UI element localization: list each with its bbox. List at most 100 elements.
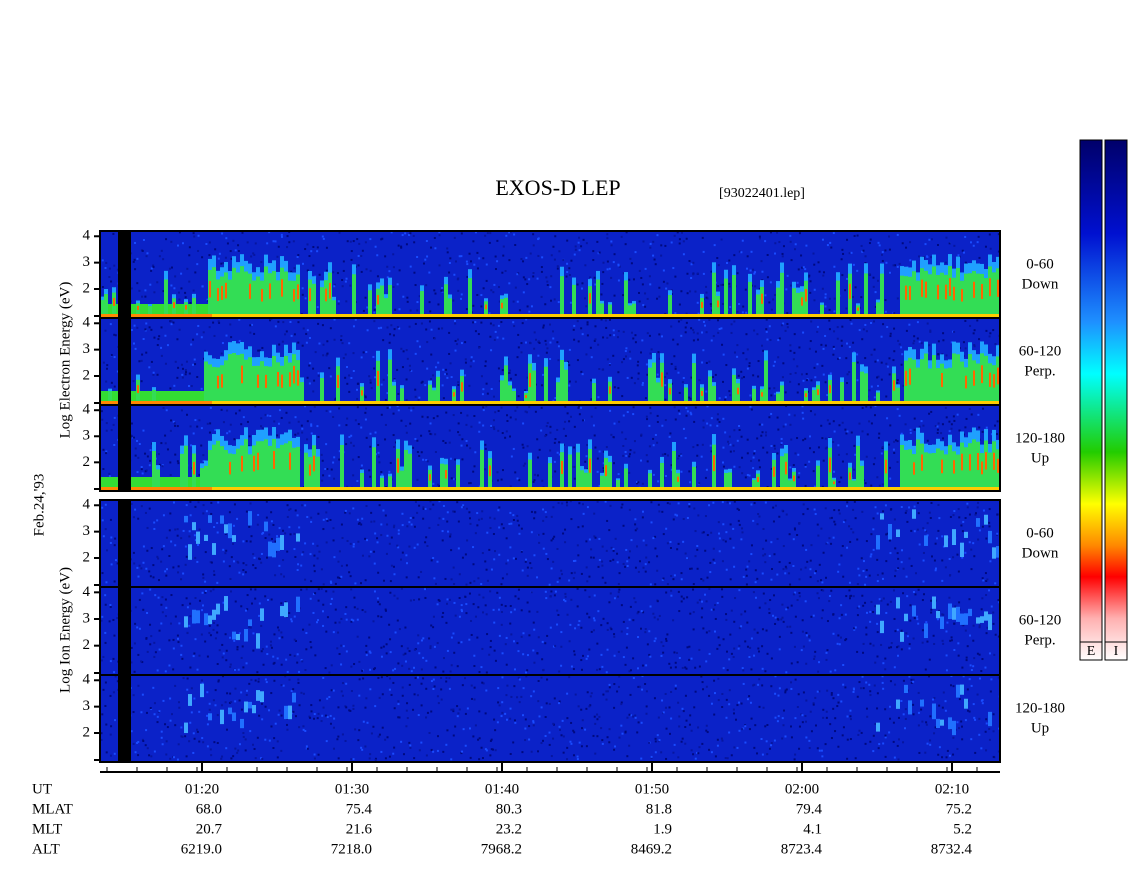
- spectrogram-noise: [152, 373, 155, 376]
- spectrogram-noise: [828, 319, 831, 322]
- spectrogram-noise: [557, 359, 560, 362]
- spectrogram-cell: [817, 389, 819, 396]
- spectrogram-noise: [346, 365, 349, 368]
- spectrogram-cell: [849, 472, 851, 480]
- spectrogram-band: [572, 487, 576, 490]
- spectrogram-cell: [249, 283, 251, 299]
- spectrogram-noise: [746, 438, 749, 441]
- spectrogram-band: [736, 487, 740, 490]
- spectrogram-noise: [929, 330, 932, 333]
- spectrogram-noise: [782, 545, 785, 548]
- spectrogram-band: [376, 314, 380, 317]
- spectrogram-noise: [352, 545, 355, 548]
- spectrogram-noise: [306, 420, 309, 423]
- spectrogram-noise: [170, 540, 173, 543]
- spectrogram-noise: [674, 365, 677, 368]
- spectrogram-noise: [913, 417, 916, 420]
- spectrogram-noise: [316, 557, 319, 560]
- spectrogram-noise: [101, 519, 104, 522]
- spectrogram-band: [492, 314, 496, 317]
- spectrogram-cell: [293, 289, 295, 302]
- spectrogram-band: [976, 314, 980, 317]
- spectrogram-noise: [194, 539, 197, 542]
- spectrogram-band: [572, 401, 576, 404]
- spectrogram-noise: [229, 423, 232, 426]
- spectrogram-noise: [188, 372, 191, 375]
- spectrogram-noise: [216, 522, 219, 525]
- spectrogram-noise: [628, 508, 631, 511]
- spectrogram-noise: [228, 565, 231, 568]
- spectrogram-noise: [377, 455, 380, 458]
- spectrogram-noise: [614, 537, 617, 540]
- spectrogram-cell: [236, 272, 240, 314]
- spectrogram-noise: [190, 385, 193, 388]
- spectrogram-noise: [110, 280, 113, 283]
- spectrogram-noise: [757, 513, 760, 516]
- spectrogram-band: [768, 401, 772, 404]
- spectrogram-noise: [113, 385, 116, 388]
- spectrogram-noise: [797, 476, 800, 479]
- spectrogram-noise: [400, 558, 403, 561]
- spectrogram-noise: [112, 232, 115, 235]
- spectrogram-noise: [606, 237, 609, 240]
- spectrogram-noise: [782, 362, 785, 365]
- spectrogram-noise: [828, 328, 831, 331]
- spectrogram-cell: [185, 305, 187, 310]
- spectrogram-noise: [565, 501, 568, 504]
- spectrogram-noise: [278, 527, 281, 530]
- spectrogram-cell: [232, 454, 236, 487]
- spectrogram-cell: [137, 385, 139, 394]
- spectrogram-noise: [874, 405, 877, 408]
- spectrogram-cell: [544, 366, 548, 401]
- spectrogram-noise: [322, 354, 325, 357]
- spectrogram-noise: [388, 341, 391, 344]
- spectrogram-noise: [193, 534, 196, 537]
- spectrogram-cell: [440, 463, 444, 487]
- spectrogram-noise: [416, 543, 419, 546]
- spectrogram-noise: [386, 392, 389, 395]
- spectrogram-noise: [152, 265, 155, 268]
- spectrogram-band: [296, 401, 300, 404]
- spectrogram-noise: [724, 431, 727, 434]
- spectrogram-cell: [984, 355, 988, 401]
- spectrogram-band: [272, 487, 276, 490]
- spectrogram-cell: [132, 477, 136, 487]
- spectrogram-band: [484, 314, 488, 317]
- spectrogram-noise: [497, 509, 500, 512]
- spectrogram-noise: [113, 356, 116, 359]
- spectrogram-noise: [658, 286, 661, 289]
- spectrogram-noise: [445, 368, 448, 371]
- spectrogram-noise: [568, 420, 571, 423]
- spectrogram-band: [880, 314, 884, 317]
- spectrogram-noise: [130, 502, 133, 505]
- spectrogram-noise: [620, 235, 623, 238]
- spectrogram-band: [620, 314, 624, 317]
- spectrogram-noise: [808, 275, 811, 278]
- spectrogram-noise: [138, 360, 141, 363]
- spectrogram-noise: [392, 266, 395, 269]
- spectrogram-band: [140, 401, 144, 404]
- spectrogram-cell: [624, 280, 628, 314]
- spectrogram-noise: [110, 381, 113, 384]
- spectrogram-noise: [288, 508, 291, 511]
- spectrogram-noise: [881, 259, 884, 262]
- spectrogram-band: [820, 401, 824, 404]
- spectrogram-noise: [414, 437, 417, 440]
- spectrogram-cell: [212, 267, 216, 314]
- spectrogram-noise: [226, 409, 229, 412]
- spectrogram-cell: [292, 447, 296, 487]
- spectrogram-band: [332, 487, 336, 490]
- spectrogram-noise: [157, 453, 160, 456]
- spectrogram-noise: [146, 526, 149, 529]
- spectrogram-noise: [377, 443, 380, 446]
- spectrogram-noise: [516, 477, 519, 480]
- spectrogram-noise: [332, 527, 335, 530]
- spectrogram-band: [196, 314, 200, 317]
- spectrogram-noise: [809, 568, 812, 571]
- spectrogram-noise: [580, 327, 583, 330]
- spectrogram-noise: [344, 509, 347, 512]
- spectrogram-noise: [432, 374, 435, 377]
- spectrogram-band: [336, 314, 340, 317]
- spectrogram-noise: [512, 321, 515, 324]
- spectrogram-noise: [301, 344, 304, 347]
